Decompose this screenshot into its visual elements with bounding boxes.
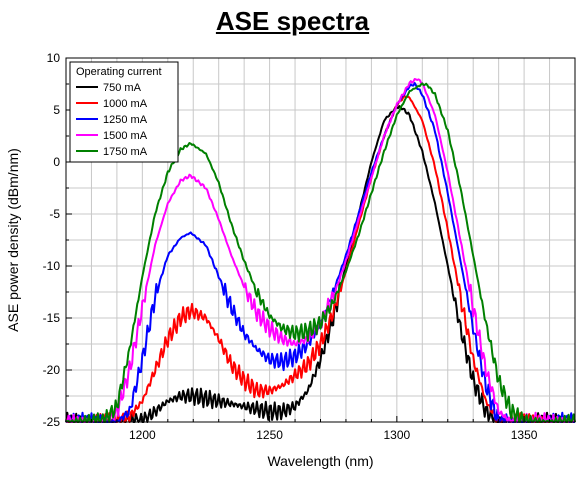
x-tick-label: 1200	[129, 428, 156, 442]
legend-items: 750 mA 1000 mA 1250 mA 1500 mA 1750 mA	[76, 82, 148, 158]
legend-label: 1250 mA	[103, 114, 148, 126]
y-tick-label: 10	[47, 51, 61, 65]
y-tick-label: 5	[53, 103, 60, 117]
x-tick-label: 1300	[383, 428, 410, 442]
series-line-1750-ma	[65, 82, 576, 423]
legend-title: Operating current	[76, 66, 162, 78]
x-tick-label: 1250	[256, 428, 283, 442]
y-tick-label: -25	[43, 415, 61, 429]
y-tick-label: -20	[43, 363, 61, 377]
y-tick-label: -15	[43, 311, 61, 325]
series-line-750-ma	[65, 105, 576, 423]
y-tick-label: -5	[49, 207, 60, 221]
legend-label: 750 mA	[103, 82, 142, 94]
legend: Operating current 750 mA 1000 mA 1250 mA 15…	[69, 61, 179, 163]
legend-label: 1500 mA	[103, 130, 148, 142]
series-layer	[65, 78, 576, 423]
legend-label: 1750 mA	[103, 146, 148, 158]
legend-label: 1000 mA	[103, 98, 148, 110]
y-tick-label: 0	[53, 155, 60, 169]
y-axis-label: ASE power density (dBm/nm)	[5, 148, 21, 332]
y-tick-label: -10	[43, 259, 61, 273]
x-axis-label: Wavelength (nm)	[267, 453, 373, 469]
chart-title: ASE spectra	[215, 6, 370, 36]
legend-box	[69, 61, 179, 163]
x-tick-label: 1350	[511, 428, 538, 442]
tick-layer: 1200 1250 1300 1350 -25 -20 -15 -10 -5 0 5 10	[43, 51, 576, 442]
